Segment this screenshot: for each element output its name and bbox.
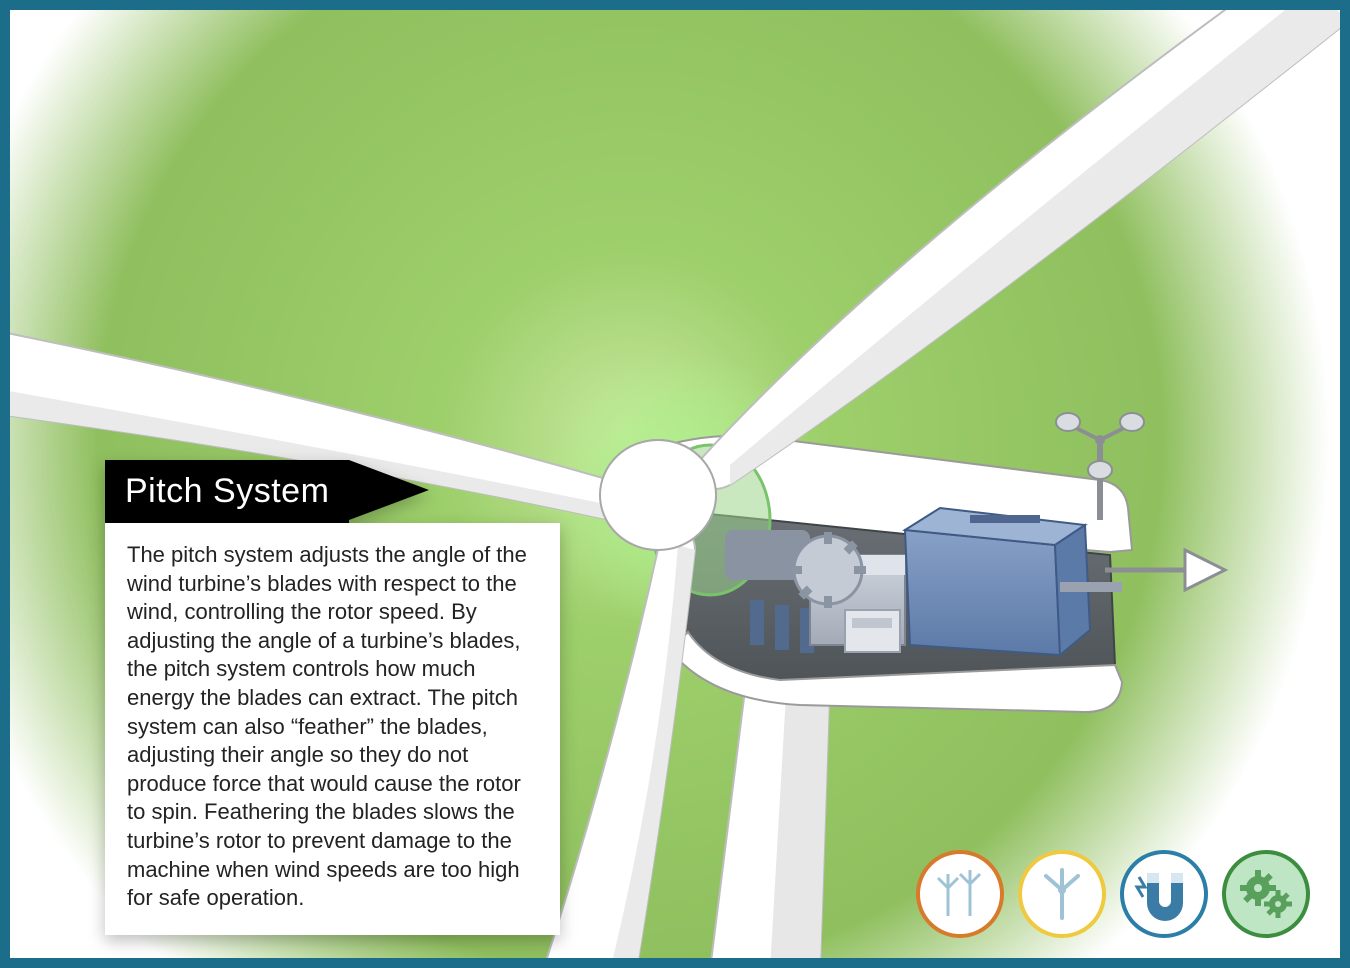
callout-pointer-icon	[349, 460, 429, 520]
callout-title: Pitch System	[105, 460, 349, 523]
gears-icon	[1234, 862, 1298, 926]
wind-farm-icon	[930, 864, 990, 924]
info-callout: Pitch System The pitch system adjusts th…	[105, 460, 560, 935]
nav-wind-farm-button[interactable]	[916, 850, 1004, 938]
nav-gears-button[interactable]	[1222, 850, 1310, 938]
turbine-icon	[1032, 864, 1092, 924]
callout-body: The pitch system adjusts the angle of th…	[105, 523, 560, 935]
nav-button-row	[916, 850, 1310, 938]
nav-turbine-button[interactable]	[1018, 850, 1106, 938]
app-frame: Pitch System The pitch system adjusts th…	[0, 0, 1350, 968]
magnet-icon	[1133, 863, 1195, 925]
nav-generator-button[interactable]	[1120, 850, 1208, 938]
